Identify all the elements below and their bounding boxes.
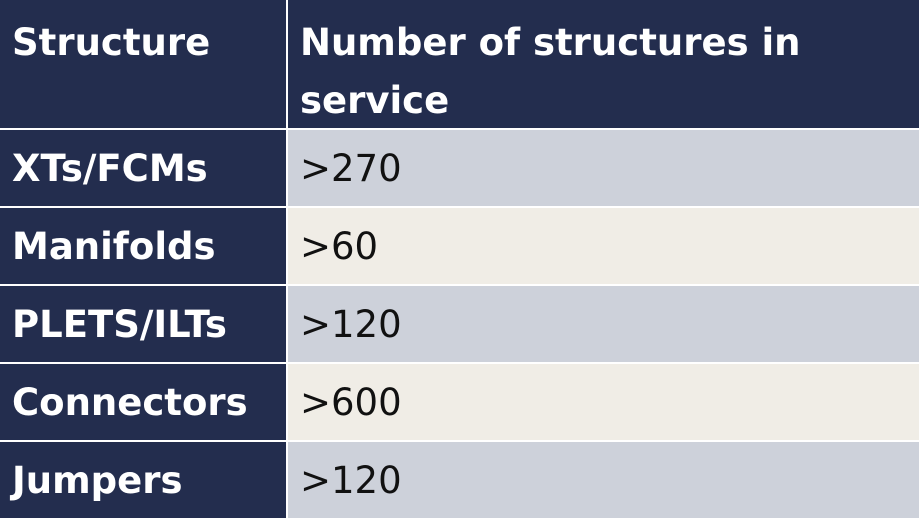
row-label: Manifolds <box>0 208 286 284</box>
value-cell: >270 <box>288 130 919 206</box>
row-label: PLETS/ILTs <box>0 286 286 362</box>
row-label: Jumpers <box>0 442 286 518</box>
row-label: Connectors <box>0 364 286 440</box>
value-cell: >60 <box>288 208 919 284</box>
value-cell: >120 <box>288 442 919 518</box>
value-cell: >120 <box>288 286 919 362</box>
header-cell: Number of structures in service <box>288 0 919 128</box>
header-cell: Structure <box>0 0 286 128</box>
value-cell: >600 <box>288 364 919 440</box>
row-label: XTs/FCMs <box>0 130 286 206</box>
